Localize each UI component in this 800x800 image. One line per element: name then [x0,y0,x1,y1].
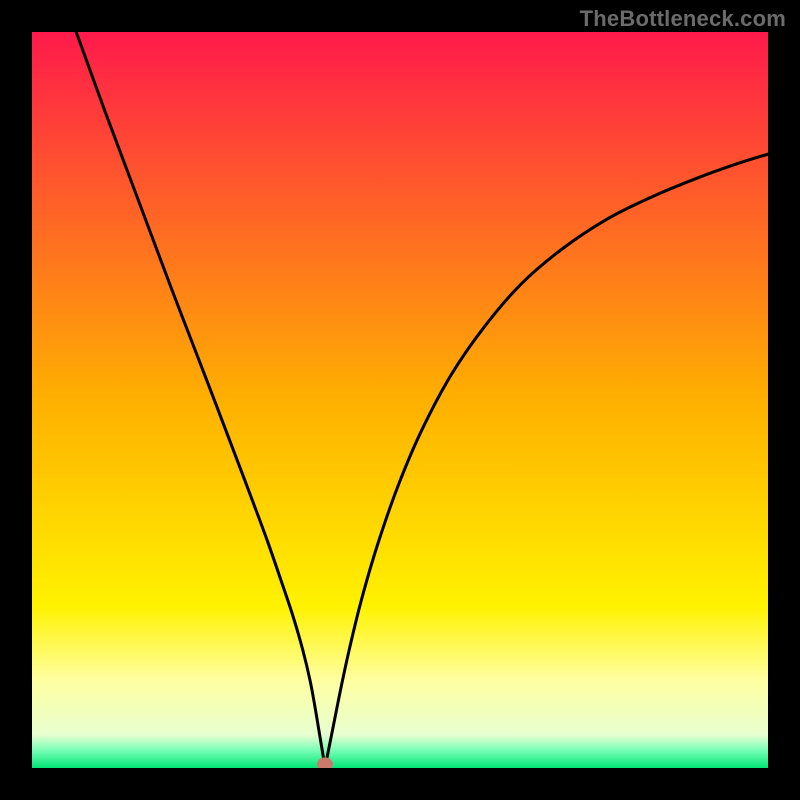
watermark-text: TheBottleneck.com [580,6,786,32]
bottleneck-chart [32,32,768,768]
chart-svg [32,32,768,768]
chart-background [32,32,768,768]
